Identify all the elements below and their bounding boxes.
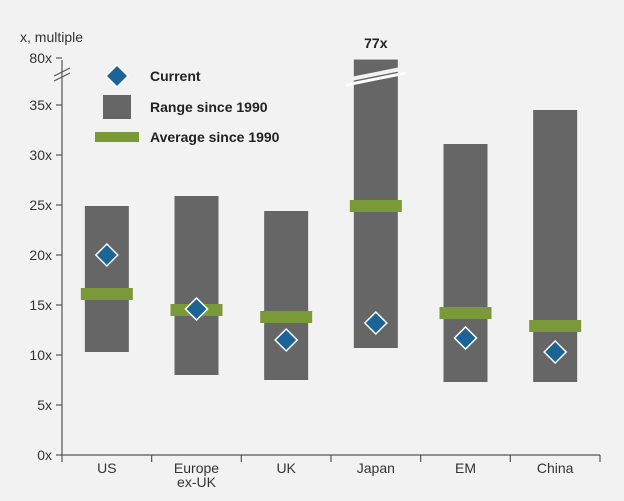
y-tick-label-30: 30x — [29, 147, 52, 163]
y-axis-break-2 — [53, 72, 71, 82]
x-tick-label-em: EM — [455, 460, 476, 476]
x-tick-label-uk: UK — [276, 460, 296, 476]
x-tick-label-europe-ex-uk-1: ex-UK — [177, 474, 217, 490]
annotation-label-0: 77x — [364, 35, 388, 51]
range-bar-uk — [264, 211, 309, 380]
axis-break-mark-1 — [345, 66, 407, 82]
legend-range-swatch — [103, 95, 131, 119]
y-tick-label-35: 35x — [29, 97, 52, 113]
range-bar-europe-ex-uk — [174, 196, 219, 375]
legend-label-range: Range since 1990 — [150, 99, 268, 115]
legend-label-current: Current — [150, 68, 201, 84]
current-point-us — [94, 242, 119, 268]
current-point-europe-ex-uk — [184, 296, 209, 322]
x-tick-label-china: China — [537, 460, 574, 476]
current-point-uk — [274, 327, 299, 353]
current-point-china — [543, 339, 568, 365]
y-tick-label-5: 5x — [37, 397, 52, 413]
average-bar-em — [439, 307, 492, 319]
axis-break-mark-2 — [345, 71, 407, 87]
y-tick-label-80: 80x — [29, 50, 52, 66]
y-tick-label-10: 10x — [29, 347, 52, 363]
legend-current-swatch — [104, 63, 130, 89]
average-bar-uk — [260, 311, 313, 323]
average-bar-us — [80, 288, 133, 300]
y-tick-label-20: 20x — [29, 247, 52, 263]
y-tick-label-0: 0x — [37, 447, 52, 463]
current-point-em — [453, 325, 478, 351]
legend-label-average: Average since 1990 — [150, 129, 280, 145]
average-bar-china — [529, 320, 582, 332]
y-tick-label-25: 25x — [29, 197, 52, 213]
y-axis-title: x, multiple — [20, 29, 83, 45]
legend-average-swatch — [95, 132, 139, 142]
x-tick-label-us: US — [97, 460, 116, 476]
current-point-japan — [363, 310, 388, 336]
x-tick-label-europe-ex-uk: Europe — [174, 460, 219, 476]
x-tick-label-japan: Japan — [357, 460, 395, 476]
average-bar-japan — [349, 200, 402, 212]
range-bar-us — [84, 206, 129, 352]
range-bar-china — [533, 110, 578, 382]
y-tick-label-15: 15x — [29, 297, 52, 313]
y-axis-break-1 — [53, 67, 71, 77]
